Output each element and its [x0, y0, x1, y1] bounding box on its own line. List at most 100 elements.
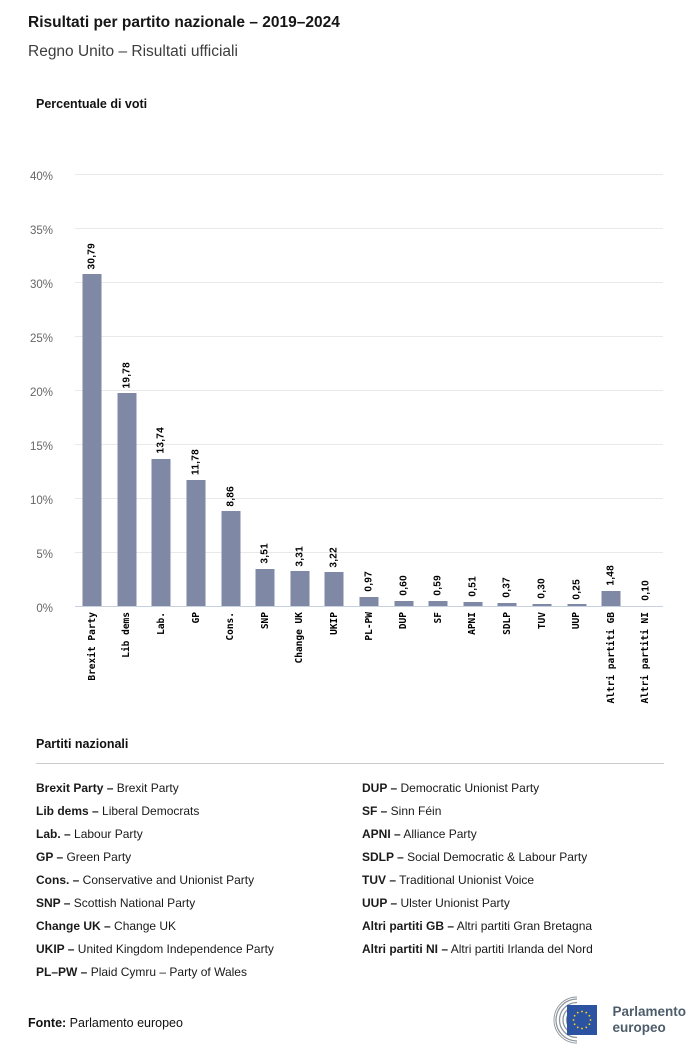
bar-slot: 11,78: [179, 175, 214, 607]
bar[interactable]: [601, 591, 621, 607]
y-axis: 0% 5% 10% 15% 20% 25% 30% 35% 40%: [0, 171, 64, 615]
bar-value-label: 0,51: [467, 575, 479, 597]
legend-item: SNP – Scottish National Party: [36, 892, 362, 915]
bar[interactable]: [255, 569, 275, 607]
bar[interactable]: [151, 458, 171, 607]
gridline: [75, 390, 663, 391]
x-label-slot: Change UK: [283, 612, 318, 663]
x-axis-label: Altri partiti GB: [605, 612, 617, 704]
legend-item: Lab. – Labour Party: [36, 823, 362, 846]
legend-item-name: Social Democratic & Labour Party: [403, 850, 588, 864]
x-axis-line: [75, 606, 663, 607]
x-axis-label: APNI: [467, 612, 479, 635]
gridline: [75, 174, 663, 175]
bar[interactable]: [117, 393, 137, 607]
x-axis-label: Altri partiti NI: [640, 612, 652, 704]
bar-value-label: 13,74: [155, 427, 167, 454]
y-tick-label: 20%: [29, 387, 53, 399]
y-tick-label: 15%: [29, 441, 53, 453]
bar-value-label: 0,60: [398, 574, 410, 596]
x-label-slot: UKIP: [317, 612, 352, 635]
x-axis-label: PL-PW: [363, 612, 375, 641]
legend-item-abbr: UUP –: [362, 896, 398, 910]
eu-flag-stars: [573, 1010, 592, 1030]
x-axis: Brexit Party Lib dems Lab. GP Cons. SNP Change…: [75, 612, 663, 724]
bar-value-label: 3,51: [259, 543, 271, 565]
gridline: [75, 228, 663, 229]
bar-value-label: 0,37: [501, 577, 513, 599]
y-tick-label: 25%: [29, 333, 53, 345]
chart-axis-title: Percentuale di voti: [36, 97, 148, 111]
bar[interactable]: [221, 511, 241, 607]
legend-heading: Partiti nazionali: [36, 737, 129, 751]
legend-item-name: United Kingdom Independence Party: [74, 942, 274, 956]
x-axis-label: Lab.: [155, 612, 167, 635]
bar[interactable]: [359, 596, 379, 607]
x-axis-label: DUP: [398, 612, 410, 630]
legend-item: Change UK – Change UK: [36, 915, 362, 938]
bar-slot: 30,79: [75, 175, 110, 607]
legend-item-abbr: Brexit Party –: [36, 781, 114, 795]
legend-item-name: Ulster Unionist Party: [397, 896, 510, 910]
bar[interactable]: [428, 600, 448, 607]
x-label-slot: SDLP: [490, 612, 525, 635]
legend-item-abbr: Altri partiti NI –: [362, 942, 449, 956]
bar-slot: 8,86: [213, 175, 248, 607]
legend-item: TUV – Traditional Unionist Voice: [362, 869, 664, 892]
bar-value-label: 0,97: [363, 570, 375, 592]
bar[interactable]: [497, 603, 517, 607]
legend-column: Brexit Party – Brexit Party Lib dems – Li…: [36, 777, 362, 984]
bar-value-label: 19,78: [121, 361, 133, 389]
bar[interactable]: [82, 274, 102, 607]
source-value: Parlamento europeo: [69, 1016, 183, 1030]
legend-item-name: Labour Party: [70, 827, 143, 841]
bar[interactable]: [532, 603, 552, 607]
x-axis-label: GP: [190, 612, 202, 624]
gridline: [75, 282, 663, 283]
legend-item-abbr: DUP –: [362, 781, 398, 795]
bar[interactable]: [186, 479, 206, 607]
legend-item-name: Green Party: [63, 850, 132, 864]
bar[interactable]: [567, 604, 587, 607]
legend-item-abbr: Lib dems –: [36, 804, 99, 818]
gridline: [75, 444, 663, 445]
bar-slot: 1,48: [594, 175, 629, 607]
x-label-slot: Altri partiti NI: [629, 612, 664, 704]
ep-logo-text: Parlamento europeo: [612, 1004, 686, 1035]
bar-slot: 0,60: [386, 175, 421, 607]
y-tick-label: 0%: [36, 603, 53, 615]
bar-value-label: 8,86: [225, 485, 237, 507]
x-axis-label: SNP: [259, 612, 271, 630]
bar[interactable]: [324, 572, 344, 607]
legend-item: APNI – Alliance Party: [362, 823, 664, 846]
legend-item-abbr: Lab. –: [36, 827, 71, 841]
x-label-slot: SF: [421, 612, 456, 623]
legend-item-name: Change UK: [110, 919, 177, 933]
legend-item-name: Traditional Unionist Voice: [396, 873, 535, 887]
bar-value-label: 11,78: [190, 448, 202, 475]
legend-item: Altri partiti NI – Altri partiti Irlanda…: [362, 938, 664, 961]
bar[interactable]: [290, 571, 310, 607]
bar-value-label: 0,25: [571, 578, 583, 600]
bar-slot: 3,51: [248, 175, 283, 607]
bar[interactable]: [394, 600, 414, 607]
x-label-slot: TUV: [525, 612, 560, 629]
bar-value-label: 0,59: [432, 574, 444, 596]
legend-item: UUP – Ulster Unionist Party: [362, 892, 664, 915]
bar-slot: 0,97: [352, 175, 387, 607]
legend-item-name: Democratic Unionist Party: [397, 781, 540, 795]
plot-area: 30,79 19,78 13,74 11,78 8,86 3,51 3,31 3,22 0,97…: [75, 174, 663, 607]
x-axis-label: UKIP: [328, 612, 340, 635]
legend-item-abbr: Change UK –: [36, 919, 111, 933]
x-axis-label: SDLP: [501, 612, 513, 635]
y-tick-label: 10%: [29, 495, 53, 507]
ep-logo-line2: europeo: [612, 1020, 666, 1035]
legend-item: SF – Sinn Féin: [362, 800, 664, 823]
bar[interactable]: [463, 601, 483, 607]
legend-item-abbr: TUV –: [362, 873, 397, 887]
x-axis-label: Cons.: [225, 612, 237, 641]
gridline: [75, 498, 663, 499]
x-axis-label: SF: [432, 612, 444, 624]
legend-item-abbr: PL–PW –: [36, 965, 88, 979]
ep-hemicycle-icon: [554, 996, 598, 1044]
